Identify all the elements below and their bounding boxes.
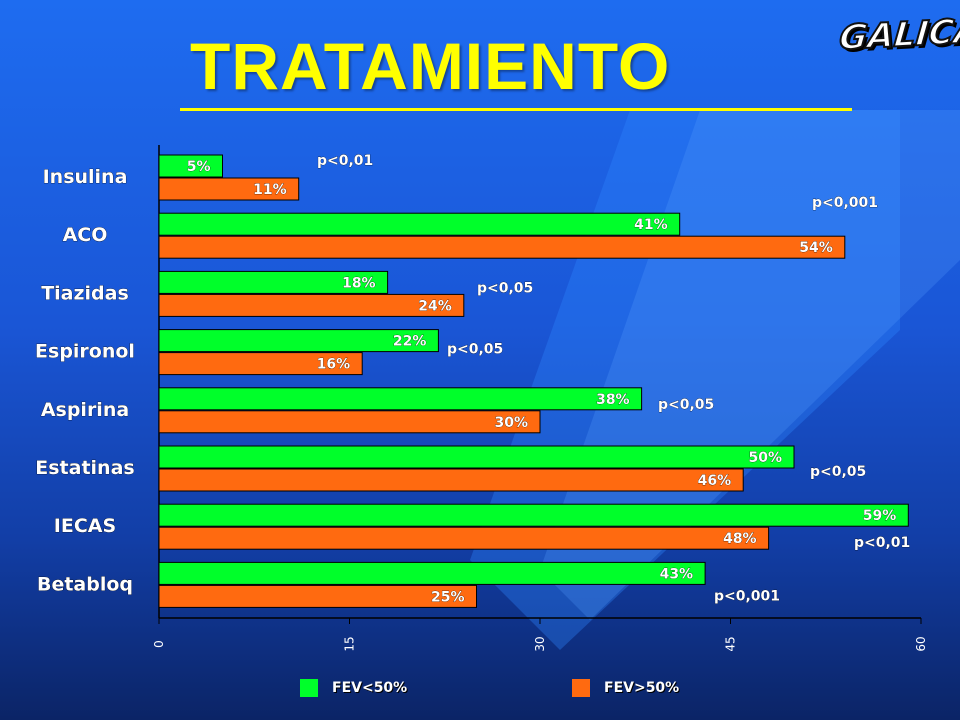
- bar: [158, 352, 363, 376]
- category-label: Estatinas: [35, 457, 134, 479]
- bar-value-label: 43%: [660, 566, 694, 582]
- category-label: Espironol: [35, 341, 135, 363]
- bar-value-label: 25%: [431, 589, 465, 605]
- x-tick-label: 60: [914, 636, 928, 651]
- bar-value-label: 38%: [596, 392, 630, 408]
- bar: [158, 561, 706, 585]
- slide-title: TRATAMIENTO: [190, 29, 671, 103]
- bar: [158, 177, 300, 201]
- p-value-annotation: p<0,05: [447, 342, 503, 358]
- category-label: ACO: [63, 224, 108, 246]
- legend-swatch-fev-lt50: [300, 679, 318, 697]
- legend-label-fev-lt50: FEV<50%: [332, 680, 408, 696]
- bar: [158, 445, 795, 469]
- x-tick-label: 45: [724, 636, 738, 651]
- bar-value-label: 46%: [698, 473, 732, 489]
- bar: [158, 584, 477, 608]
- x-tick-label: 30: [533, 636, 547, 651]
- category-label: IECAS: [54, 515, 116, 537]
- bar: [158, 329, 439, 353]
- p-value-annotation: p<0,05: [658, 397, 714, 413]
- p-value-annotation: p<0,01: [317, 153, 373, 169]
- category-label: Aspirina: [41, 399, 129, 421]
- bar: [158, 154, 223, 178]
- bar: [158, 235, 846, 259]
- bar-value-label: 24%: [418, 298, 452, 314]
- bar: [158, 526, 770, 550]
- p-value-annotation: p<0,001: [714, 588, 780, 604]
- legend-item-fev-lt50: FEV<50%: [300, 679, 407, 697]
- p-value-annotation: p<0,05: [810, 464, 866, 480]
- bar: [158, 293, 465, 317]
- bar: [158, 503, 909, 527]
- p-value-annotation: p<0,001: [812, 195, 878, 211]
- bar-value-label: 48%: [723, 531, 757, 547]
- bar: [158, 387, 643, 411]
- bar-value-label: 11%: [253, 182, 287, 198]
- category-label: Betabloq: [37, 573, 133, 595]
- bar-value-label: 41%: [634, 217, 668, 233]
- bar-value-label: 5%: [187, 159, 211, 175]
- category-label: Insulina: [43, 166, 128, 188]
- bar: [158, 410, 541, 434]
- bar-value-label: 54%: [799, 240, 833, 256]
- x-tick-label: 0: [152, 640, 166, 648]
- bar: [158, 468, 744, 492]
- legend-label-fev-gt50: FEV>50%: [604, 680, 680, 696]
- bar-value-label: 59%: [863, 508, 897, 524]
- p-value-annotation: p<0,01: [854, 535, 910, 551]
- bar: [158, 270, 389, 294]
- category-label: Tiazidas: [41, 282, 129, 304]
- legend-swatch-fev-gt50: [572, 679, 590, 697]
- bar: [158, 212, 681, 236]
- bar-value-label: 30%: [494, 415, 528, 431]
- p-value-annotation: p<0,05: [477, 280, 533, 296]
- x-tick-label: 15: [343, 636, 357, 651]
- bar-value-label: 18%: [342, 275, 376, 291]
- title-underline: [180, 108, 852, 111]
- bar-value-label: 16%: [317, 357, 351, 373]
- bar-value-label: 50%: [748, 450, 782, 466]
- bar-value-label: 22%: [393, 334, 427, 350]
- legend-item-fev-gt50: FEV>50%: [572, 679, 679, 697]
